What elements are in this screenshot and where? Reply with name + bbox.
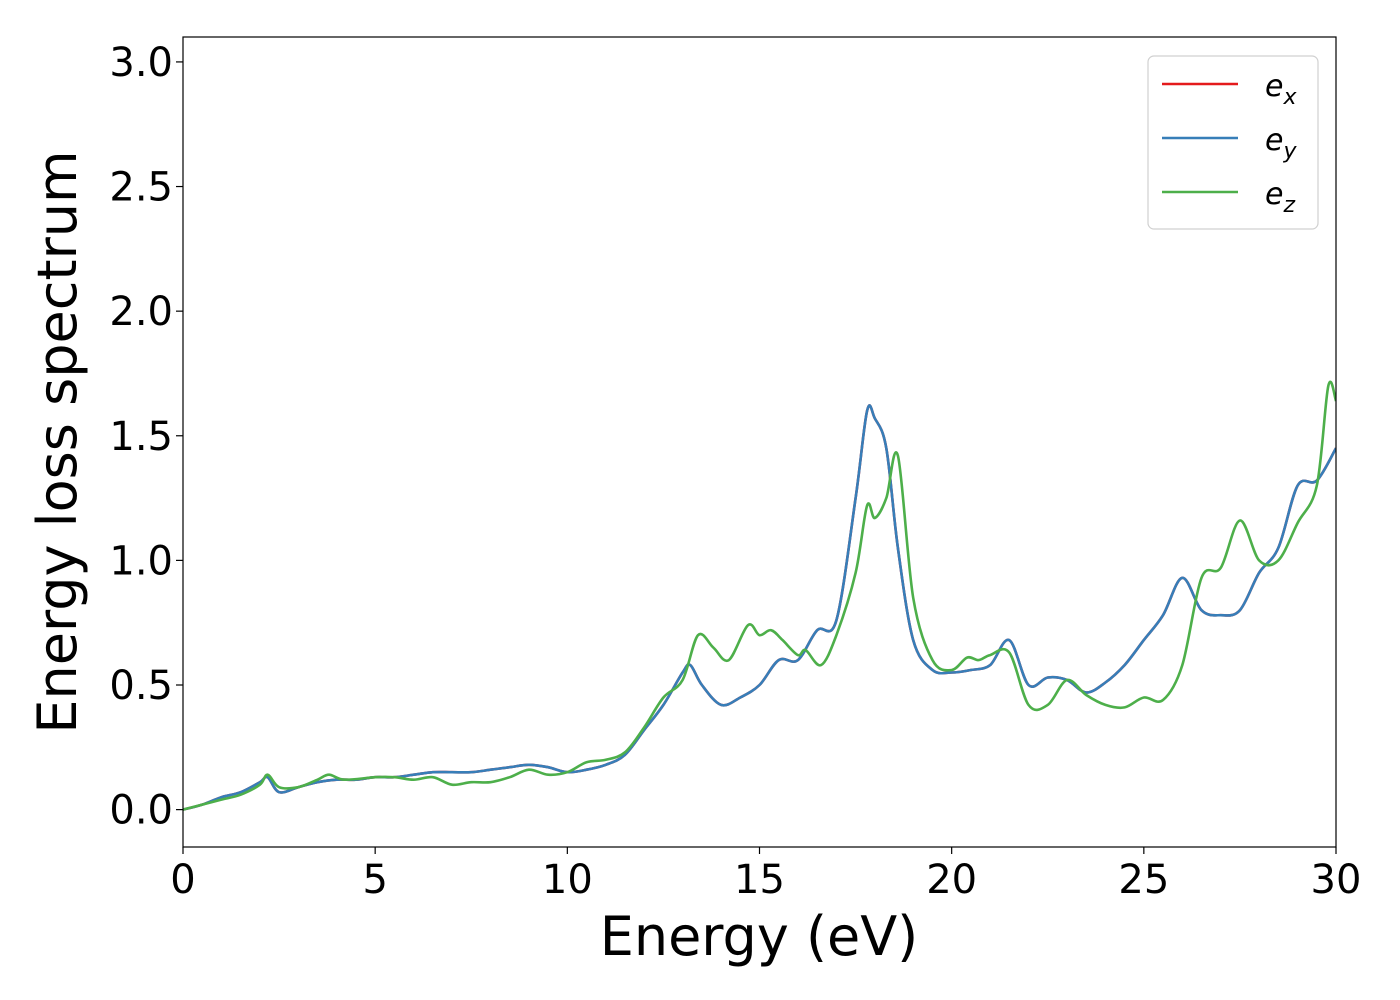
x-tick-label: 10 xyxy=(542,857,593,903)
plot-area xyxy=(183,37,1336,847)
y-tick-label: 1.0 xyxy=(109,538,173,584)
y-axis: 0.0 0.5 1.0 1.5 2.0 2.5 3.0 xyxy=(109,40,183,834)
legend-label-x: ex xyxy=(1265,69,1297,110)
x-tick-label: 30 xyxy=(1311,857,1362,903)
x-tick-label: 5 xyxy=(362,857,387,903)
legend-label-subscript: y xyxy=(1282,139,1297,164)
legend-frame xyxy=(1147,55,1319,230)
x-axis-title: Energy (eV) xyxy=(600,905,919,968)
x-axis: 0 5 10 15 20 25 30 xyxy=(170,847,1361,903)
legend-label-subscript: x xyxy=(1282,85,1297,110)
y-tick-label: 2.5 xyxy=(109,165,173,211)
x-tick-label: 25 xyxy=(1118,857,1169,903)
series-line-z xyxy=(183,380,1336,811)
y-tick-label: 0.5 xyxy=(109,663,173,709)
y-axis-title: Energy loss spectrum xyxy=(26,150,89,733)
x-tick-label: 15 xyxy=(734,857,785,903)
legend-label-z: ez xyxy=(1265,177,1295,218)
legend-label-base: e xyxy=(1265,123,1283,158)
legend-label-base: e xyxy=(1265,69,1283,104)
x-tick-label: 0 xyxy=(170,857,195,903)
x-tick-label: 20 xyxy=(926,857,977,903)
y-tick-label: 1.5 xyxy=(109,414,173,460)
legend-label-base: e xyxy=(1265,177,1283,212)
series-layer xyxy=(183,380,1336,811)
y-tick-label: 0.0 xyxy=(109,788,173,834)
legend-label-y: ey xyxy=(1265,123,1297,164)
y-tick-label: 2.0 xyxy=(109,289,173,335)
legend-label-subscript: z xyxy=(1282,193,1295,218)
y-tick-label: 3.0 xyxy=(109,40,173,86)
